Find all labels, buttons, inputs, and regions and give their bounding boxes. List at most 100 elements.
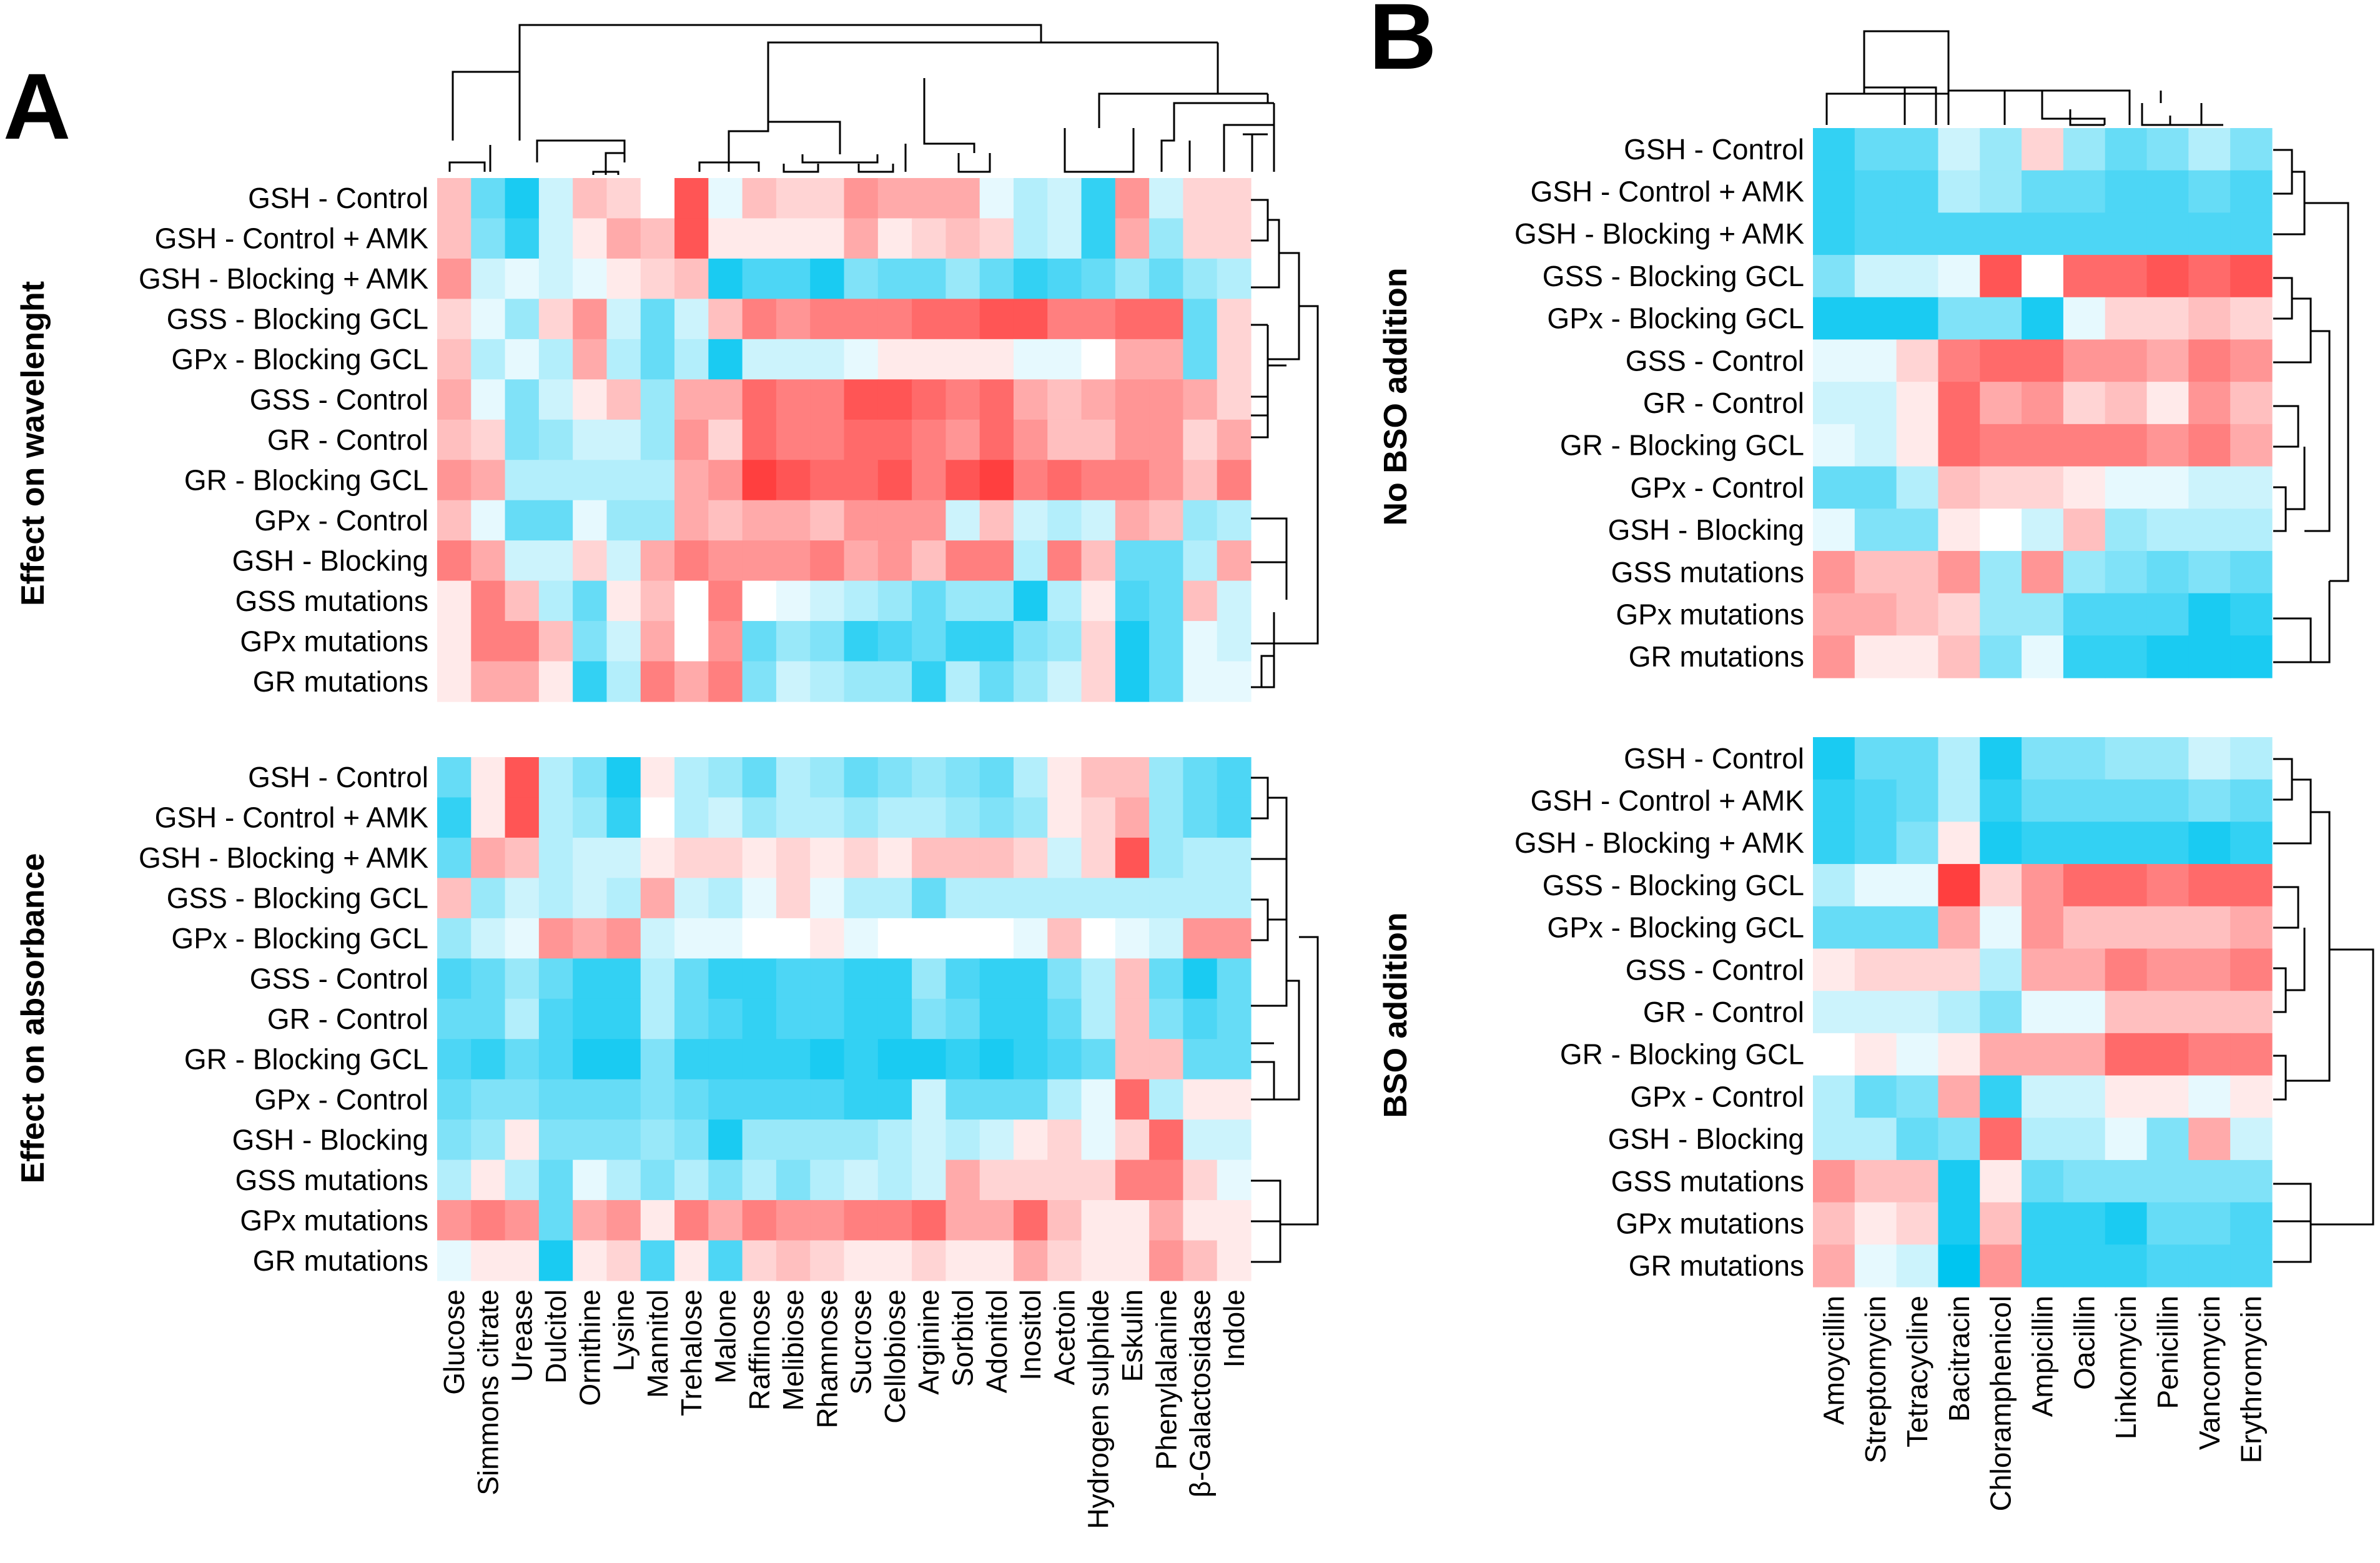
b-nb-cell-gsh-control-amk-erythromycin	[2230, 170, 2273, 213]
a-wl-cell-gr-blocking-gcl-lysine	[606, 460, 641, 501]
a-wl-cell-gr-control-rhamnose	[810, 419, 845, 460]
a-ab-cell-gsh-control-eskulin	[1115, 757, 1150, 798]
a-wl-cell-gsh-blocking-glucose	[437, 540, 472, 582]
b-nb-cell-gss-mutations-bacitracin	[1938, 550, 1980, 594]
b-bs-cell-gsh-control-chloramphenicol	[1980, 737, 2022, 780]
a-wl-cell-gpx-mutations-raffinose	[742, 621, 777, 662]
a-ab-cell-gr-control-eskulin	[1115, 998, 1150, 1040]
a-wl-cell-gpx-mutations-mannitol	[640, 621, 675, 662]
a-wl-cell-gsh-control-amk-dulcitol	[538, 218, 573, 259]
a-wl-cell-gss-mutations-indole	[1217, 580, 1252, 622]
a-wl-cell-gss-mutations-mannitol	[640, 580, 675, 622]
b-nb-cell-gpx-blocking-gcl-erythromycin	[2230, 297, 2273, 340]
a-ab-cell-gsh-blocking-amk-glucose	[437, 837, 472, 878]
a-ab-cell-gsh-blocking-raffinose	[742, 1119, 777, 1161]
a-wl-cell-gsh-blocking-sorbitol	[946, 540, 980, 582]
a-wl-cell-gr-blocking-gcl-sucrose	[844, 460, 879, 501]
b-nb-cell-gpx-mutations-penicillin	[2146, 593, 2189, 636]
a-ab-cell-gsh-control-amk-eskulin	[1115, 797, 1150, 838]
a-ab-cell-gsh-blocking-amk-lysine	[606, 837, 641, 878]
a-ab-column-label: Indole	[1218, 1289, 1250, 1367]
b-nb-cell-gss-blocking-gcl-bacitracin	[1938, 255, 1980, 298]
a-ab-cell-gsh-blocking-glucose	[437, 1119, 472, 1161]
a-ab-cell-gss-control-urease	[505, 958, 540, 1000]
a-ab-cell-gss-control-sucrose	[844, 958, 879, 1000]
a-wl-cell-gr-control-melibiose	[776, 419, 811, 460]
a-wl-cell-gsh-control-urease	[505, 178, 540, 219]
b-nb-cell-gss-control-vancomycin	[2188, 339, 2231, 382]
a-ab-cell-gsh-blocking-arginine	[912, 1119, 946, 1161]
b-nb-cell-gpx-blocking-gcl-penicillin	[2146, 297, 2189, 340]
a-ab-cell-gpx-blocking-gcl-glucose	[437, 918, 472, 959]
a-wl-cell-gsh-control-sorbitol	[946, 178, 980, 219]
a-ab-cell-gsh-control-amk-melibiose	[776, 797, 811, 838]
b-nb-cell-gsh-blocking-amk-oacillin	[2063, 212, 2106, 256]
a-wl-cell-gss-mutations-raffinose	[742, 580, 777, 622]
a-ab-cell-gpx-control-phenylalanine	[1149, 1079, 1184, 1120]
b-nb-cell-gsh-blocking-amk-linkomycin	[2105, 212, 2148, 256]
b-bs-cell-gsh-blocking-ampicillin	[2022, 1118, 2064, 1161]
b-bs-cell-gr-control-penicillin	[2146, 991, 2189, 1034]
a-ab-cell-gsh-control-glucose	[437, 757, 472, 798]
a-wl-cell-gsh-control-simmons-citrate	[471, 178, 506, 219]
a-wl-cell-gsh-blocking-amk-dulcitol	[538, 258, 573, 299]
b-bs-cell-gr-blocking-gcl-amoycillin	[1813, 1033, 1855, 1076]
a-wl-cell-gpx-mutations-indole	[1217, 621, 1252, 662]
a-ab-cell-gss-control-indole	[1217, 958, 1252, 1000]
b-nb-cell-gr-control-oacillin	[2063, 382, 2106, 425]
a-wl-cell-gss-mutations-adonitol	[979, 580, 1014, 622]
b-bs-cell-gpx-blocking-gcl-erythromycin	[2230, 906, 2273, 950]
a-ab-cell-gsh-blocking-amk-urease	[505, 837, 540, 878]
panel-b-column-dendrogram	[1825, 30, 2223, 126]
b-bs-cell-gss-mutations-bacitracin	[1938, 1159, 1980, 1203]
b-nb-cell-gpx-mutations-bacitracin	[1938, 593, 1980, 636]
a-wl-cell-gr-mutations-galactosidase	[1183, 661, 1218, 702]
a-ab-cell-gpx-mutations-hydrogen-sulphide	[1081, 1200, 1116, 1241]
b-nb-cell-gpx-mutations-ampicillin	[2022, 593, 2064, 636]
a-wl-cell-gr-mutations-phenylalanine	[1149, 661, 1184, 702]
a-ab-cell-gpx-control-dulcitol	[538, 1079, 573, 1120]
b-bs-cell-gpx-blocking-gcl-amoycillin	[1813, 906, 1855, 950]
b-bs-cell-gss-mutations-oacillin	[2063, 1159, 2106, 1203]
b-bs-cell-gr-blocking-gcl-penicillin	[2146, 1033, 2189, 1076]
a-ab-cell-gr-control-hydrogen-sulphide	[1081, 998, 1116, 1040]
a-wl-cell-gr-blocking-gcl-glucose	[437, 460, 472, 501]
a-ab-cell-gsh-blocking-melibiose	[776, 1119, 811, 1161]
a-ab-cell-gpx-control-inositol	[1013, 1079, 1048, 1120]
b-bs-cell-gsh-control-amk-oacillin	[2063, 779, 2106, 822]
b-nb-cell-gsh-control-amk-linkomycin	[2105, 170, 2148, 213]
a-wl-cell-gss-blocking-gcl-cellobiose	[877, 299, 912, 340]
b-bs-cell-gsh-control-amoycillin	[1813, 737, 1855, 780]
a-ab-cell-gsh-control-amk-ornithine	[573, 797, 608, 838]
b-bs-column-label: Bacitracin	[1943, 1296, 1975, 1422]
a-ab-cell-gr-mutations-melibiose	[776, 1240, 811, 1281]
a-ab-cell-gr-blocking-gcl-indole	[1217, 1039, 1252, 1080]
a-wl-cell-gpx-control-phenylalanine	[1149, 500, 1184, 541]
a-ab-cell-gpx-blocking-gcl-urease	[505, 918, 540, 959]
b-bs-cell-gsh-blocking-amk-oacillin	[2063, 821, 2106, 865]
a-ab-cell-gpx-blocking-gcl-dulcitol	[538, 918, 573, 959]
a-ab-cell-gr-mutations-sucrose	[844, 1240, 879, 1281]
a-ab-cell-gsh-control-amk-acetoin	[1047, 797, 1082, 838]
b-nb-row-label: GSS mutations	[1611, 556, 1804, 588]
b-bs-cell-gss-mutations-streptomycin	[1854, 1159, 1897, 1203]
b-nb-cell-gr-control-ampicillin	[2022, 382, 2064, 425]
b-nb-cell-gpx-blocking-gcl-linkomycin	[2105, 297, 2148, 340]
a-wl-cell-gr-control-hydrogen-sulphide	[1081, 419, 1116, 460]
a-wl-cell-gsh-blocking-amk-indole	[1217, 258, 1252, 299]
a-wl-cell-gpx-control-simmons-citrate	[471, 500, 506, 541]
b-bs-cell-gr-control-amoycillin	[1813, 991, 1855, 1034]
a-ab-row-label: GSS - Blocking GCL	[167, 882, 428, 915]
a-wl-cell-gss-control-malone	[708, 379, 743, 420]
a-ab-cell-gss-control-inositol	[1013, 958, 1048, 1000]
a-ab-column-label: Arginine	[912, 1289, 945, 1395]
b-nb-cell-gpx-blocking-gcl-tetracycline	[1896, 297, 1939, 340]
b-nb-cell-gpx-mutations-linkomycin	[2105, 593, 2148, 636]
a-ab-cell-gsh-blocking-amk-eskulin	[1115, 837, 1150, 878]
a-wl-cell-gr-blocking-gcl-trehalose	[674, 460, 709, 501]
b-bs-cell-gss-mutations-penicillin	[2146, 1159, 2189, 1203]
b-nb-cell-gpx-mutations-vancomycin	[2188, 593, 2231, 636]
b-bs-cell-gr-blocking-gcl-oacillin	[2063, 1033, 2106, 1076]
a-ab-cell-gr-blocking-gcl-inositol	[1013, 1039, 1048, 1080]
a-ab-cell-gss-control-simmons-citrate	[471, 958, 506, 1000]
